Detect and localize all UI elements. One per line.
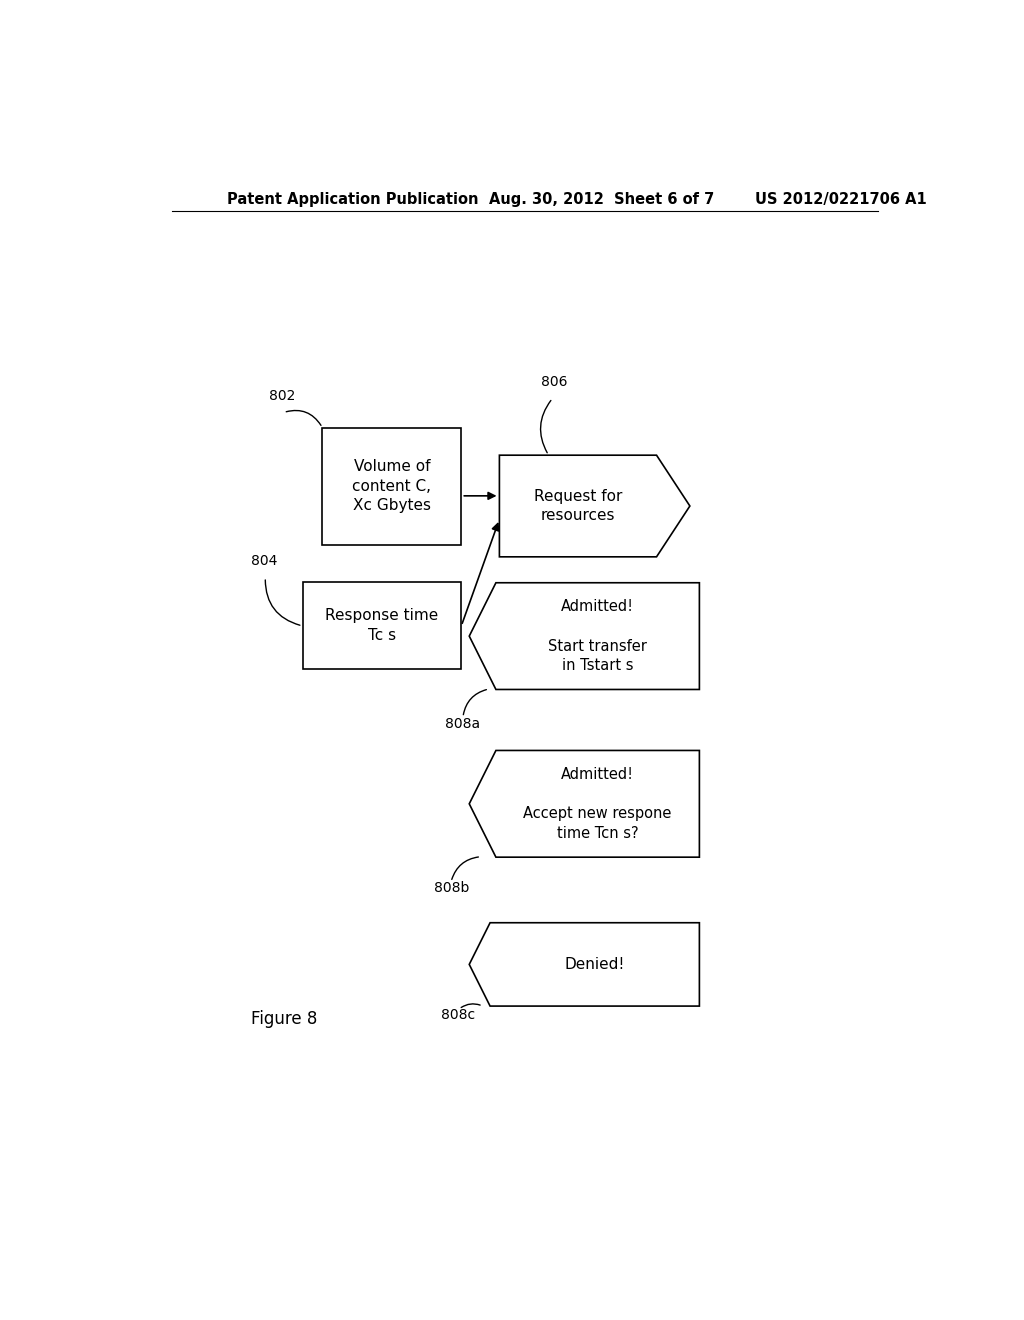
Text: Patent Application Publication: Patent Application Publication [227, 193, 478, 207]
Text: 808c: 808c [441, 1008, 475, 1022]
Text: Admitted!

Accept new respone
time Tcn s?: Admitted! Accept new respone time Tcn s? [523, 767, 672, 841]
Polygon shape [500, 455, 690, 557]
Text: US 2012/0221706 A1: US 2012/0221706 A1 [755, 193, 927, 207]
Polygon shape [469, 751, 699, 857]
Text: Volume of
content C,
Xc Gbytes: Volume of content C, Xc Gbytes [352, 459, 431, 513]
Text: Request for
resources: Request for resources [534, 488, 623, 524]
Text: Figure 8: Figure 8 [251, 1010, 317, 1028]
Bar [323, 428, 461, 545]
Text: 804: 804 [251, 554, 278, 568]
Polygon shape [469, 923, 699, 1006]
Text: Aug. 30, 2012  Sheet 6 of 7: Aug. 30, 2012 Sheet 6 of 7 [489, 193, 715, 207]
Text: Admitted!

Start transfer
in Tstart s: Admitted! Start transfer in Tstart s [548, 599, 647, 673]
Text: 802: 802 [269, 389, 296, 404]
Text: Response time
Tc s: Response time Tc s [326, 609, 438, 643]
Text: 806: 806 [541, 375, 567, 389]
Polygon shape [469, 582, 699, 689]
Text: 808a: 808a [445, 717, 480, 730]
Text: Denied!: Denied! [564, 957, 625, 972]
Text: 808b: 808b [433, 882, 469, 895]
Bar [303, 582, 461, 669]
